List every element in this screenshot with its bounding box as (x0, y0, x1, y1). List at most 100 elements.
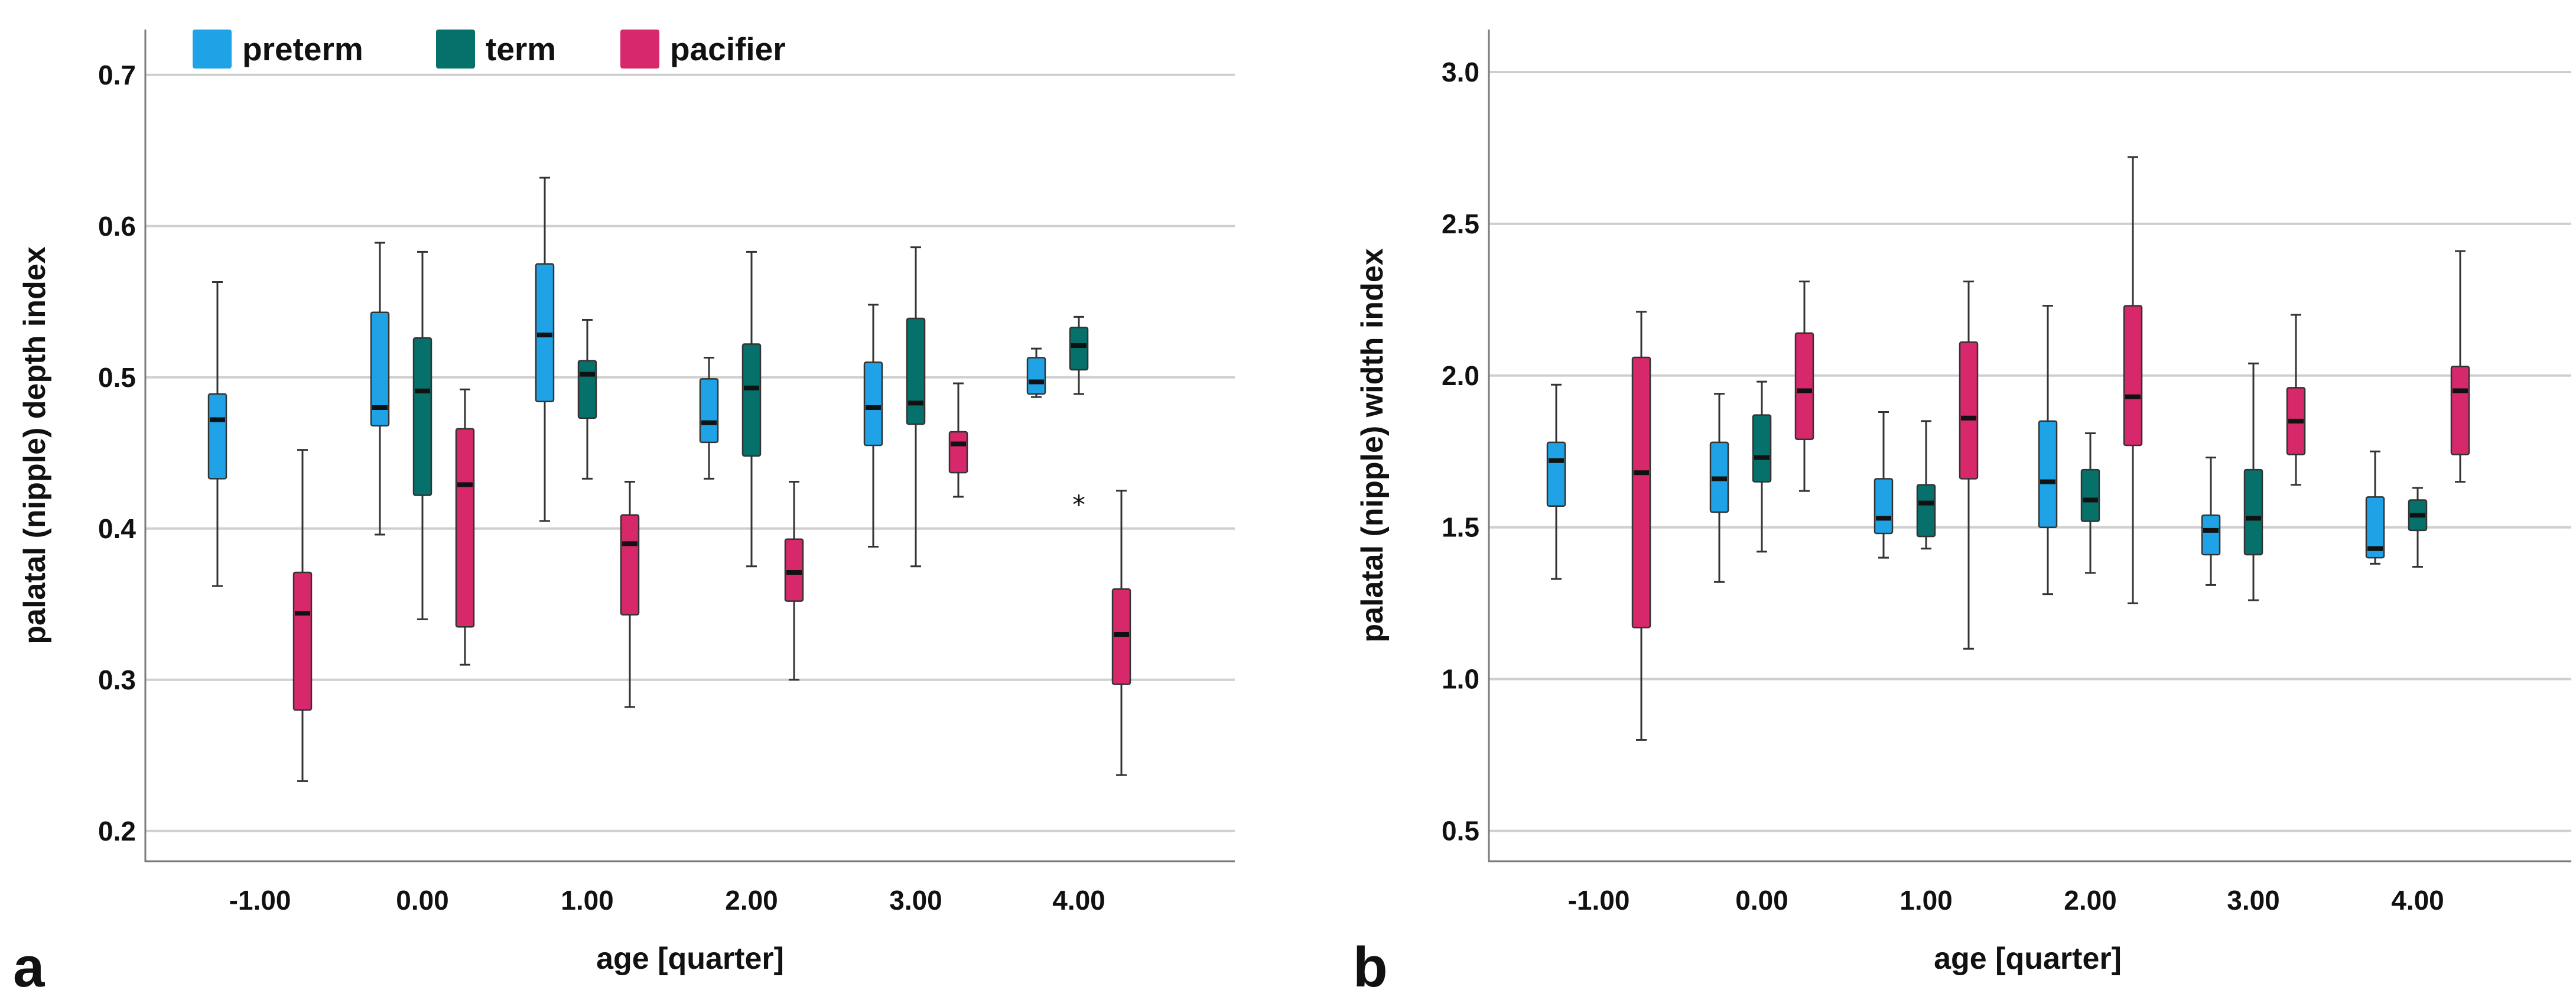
panel-a-x-tick-label: 2.00 (725, 885, 778, 916)
box-preterm-2.00 (699, 357, 719, 480)
box-term-1.00 (577, 319, 597, 480)
box-iqr (1631, 356, 1651, 628)
box-pacifier-3.00 (948, 382, 968, 498)
box-iqr (412, 337, 432, 496)
panel-b-y-axis-label: palatal (nipple) width index (1355, 248, 1390, 642)
panel-a-boxes: * (207, 177, 1131, 782)
panel-a-depth-index: 0.2 0.3 0.4 0.5 0.6 0.7 -1.00 0.00 1.00 2.00 3.00… (13, 30, 1235, 999)
box-iqr (292, 571, 313, 711)
panel-b-y-tick-label: 1.0 (1442, 664, 1479, 695)
legend-swatch-term (436, 30, 475, 69)
box-iqr (863, 361, 883, 447)
panel-b-y-tick-label: 0.5 (1442, 816, 1479, 846)
box-term-0.00 (412, 250, 432, 620)
legend-item-preterm: preterm (193, 30, 363, 69)
box-iqr (1874, 478, 1894, 535)
box-pacifier-3.00 (2286, 314, 2306, 486)
box-iqr (1959, 341, 1979, 480)
box-pacifier-2.00 (784, 480, 804, 681)
panel-a-gridlines (145, 73, 1235, 832)
box-pacifier-4.00 (2450, 250, 2470, 483)
box-preterm-3.00 (863, 304, 883, 548)
panel-a-y-axis-label: palatal (nipple) depth index (18, 246, 52, 644)
box-pacifier-2.00 (2123, 156, 2143, 604)
panel-a-y-tick-label: 0.5 (98, 362, 136, 393)
box-iqr (699, 378, 719, 444)
panel-a-y-tick-label: 0.7 (98, 60, 136, 90)
panel-b-x-tick-label: 1.00 (1900, 885, 1953, 916)
box-iqr (1546, 441, 1566, 507)
box-preterm-1.00 (535, 177, 555, 522)
box-pacifier--1.00 (1631, 311, 1651, 741)
panel-b-gridlines (1489, 70, 2571, 832)
box-preterm-0.00 (1709, 393, 1729, 583)
panel-b-x-tick-label: 2.00 (2064, 885, 2117, 916)
box-iqr (455, 428, 475, 628)
box-preterm-3.00 (2201, 457, 2221, 586)
panel-b-width-index: 0.5 1.0 1.5 2.0 2.5 3.0 -1.00 0.00 1.00 2.00 3.00… (1353, 30, 2571, 999)
panel-a-x-tick-label: 1.00 (561, 885, 614, 916)
panel-a-x-tick-label: -1.00 (229, 885, 291, 916)
box-iqr (2450, 366, 2470, 455)
panel-b-axis-frame (1488, 30, 2571, 862)
legend-label-preterm: preterm (242, 31, 363, 67)
box-iqr (2243, 468, 2263, 556)
box-iqr (948, 431, 968, 474)
legend-item-term: term (436, 30, 556, 69)
panel-a-y-tick-label: 0.2 (98, 816, 136, 846)
panel-b-boxes (1546, 156, 2470, 741)
box-iqr (741, 343, 762, 457)
box-preterm-4.00 (1026, 347, 1046, 398)
box-iqr (577, 360, 597, 419)
box-iqr (2080, 468, 2100, 522)
panel-a-y-tick-label: 0.3 (98, 665, 136, 695)
panel-b-x-tick-label: -1.00 (1568, 885, 1630, 916)
box-pacifier-4.00 (1111, 490, 1131, 776)
panel-b-x-tick-label: 3.00 (2227, 885, 2280, 916)
box-pacifier-1.00 (1959, 281, 1979, 650)
outlier-marker: * (1072, 490, 1085, 520)
box-term-3.00 (2243, 362, 2263, 601)
box-pacifier--1.00 (292, 449, 313, 782)
panel-a-y-tick-label: 0.4 (98, 513, 136, 544)
box-term-0.00 (1752, 380, 1772, 553)
box-term-2.00 (2080, 432, 2100, 574)
panel-a-x-axis-label: age [quarter] (596, 942, 784, 976)
box-iqr (620, 514, 640, 616)
box-preterm-1.00 (1874, 411, 1894, 559)
box-iqr (207, 393, 227, 480)
box-preterm--1.00 (1546, 383, 1566, 580)
box-iqr (2365, 496, 2385, 559)
legend: preterm term pacifier (193, 30, 786, 69)
panel-a-x-tick-label: 4.00 (1052, 885, 1105, 916)
legend-item-pacifier: pacifier (620, 30, 786, 69)
box-iqr (2038, 420, 2058, 528)
box-iqr (1752, 414, 1772, 483)
panel-a-y-ticks: 0.2 0.3 0.4 0.5 0.6 0.7 (98, 60, 136, 846)
box-pacifier-0.00 (455, 388, 475, 666)
box-term-4.00 (2408, 487, 2428, 568)
panel-a-y-tick-label: 0.6 (98, 211, 136, 242)
panel-b-x-axis-label: age [quarter] (1934, 942, 2122, 976)
panel-b-y-tick-label: 2.0 (1442, 360, 1479, 391)
legend-label-term: term (486, 31, 556, 67)
box-iqr (1069, 327, 1089, 371)
panel-b-x-ticks: -1.00 0.00 1.00 2.00 3.00 4.00 (1568, 885, 2444, 916)
box-iqr (370, 311, 390, 426)
box-term-3.00 (906, 246, 926, 568)
box-pacifier-0.00 (1794, 281, 1814, 492)
panel-a-x-ticks: -1.00 0.00 1.00 2.00 3.00 4.00 (229, 885, 1105, 916)
legend-swatch-preterm (193, 30, 232, 69)
panel-a-letter: a (13, 936, 45, 999)
box-term-4.00: * (1069, 315, 1089, 520)
box-term-1.00 (1916, 420, 1936, 550)
box-preterm-0.00 (370, 242, 390, 536)
box-term-2.00 (741, 250, 762, 568)
box-iqr (2201, 514, 2221, 556)
box-preterm-2.00 (2038, 305, 2058, 595)
panel-b-y-tick-label: 3.0 (1442, 57, 1479, 87)
legend-swatch-pacifier (620, 30, 659, 69)
box-iqr (1794, 332, 1814, 440)
legend-label-pacifier: pacifier (670, 31, 786, 67)
